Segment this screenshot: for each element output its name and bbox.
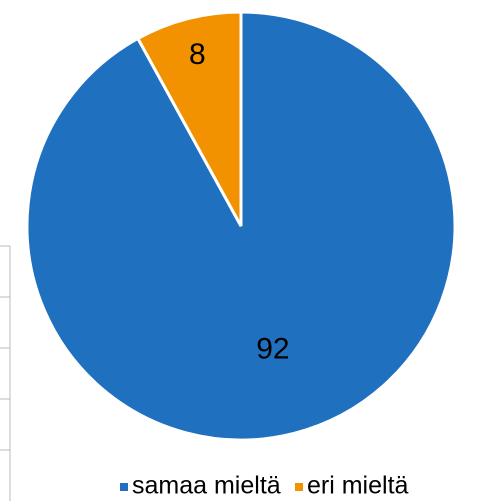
- data-label: 8: [189, 38, 206, 71]
- pie-slice: [25, 10, 457, 442]
- legend-swatch: [295, 483, 303, 491]
- legend-label: eri mieltä: [307, 472, 409, 500]
- pie-slice: [135, 10, 243, 227]
- legend-label: samaa mieltä: [132, 472, 281, 500]
- data-label: 92: [256, 332, 289, 365]
- legend-swatch: [120, 483, 128, 491]
- background-table-edge: [0, 245, 11, 501]
